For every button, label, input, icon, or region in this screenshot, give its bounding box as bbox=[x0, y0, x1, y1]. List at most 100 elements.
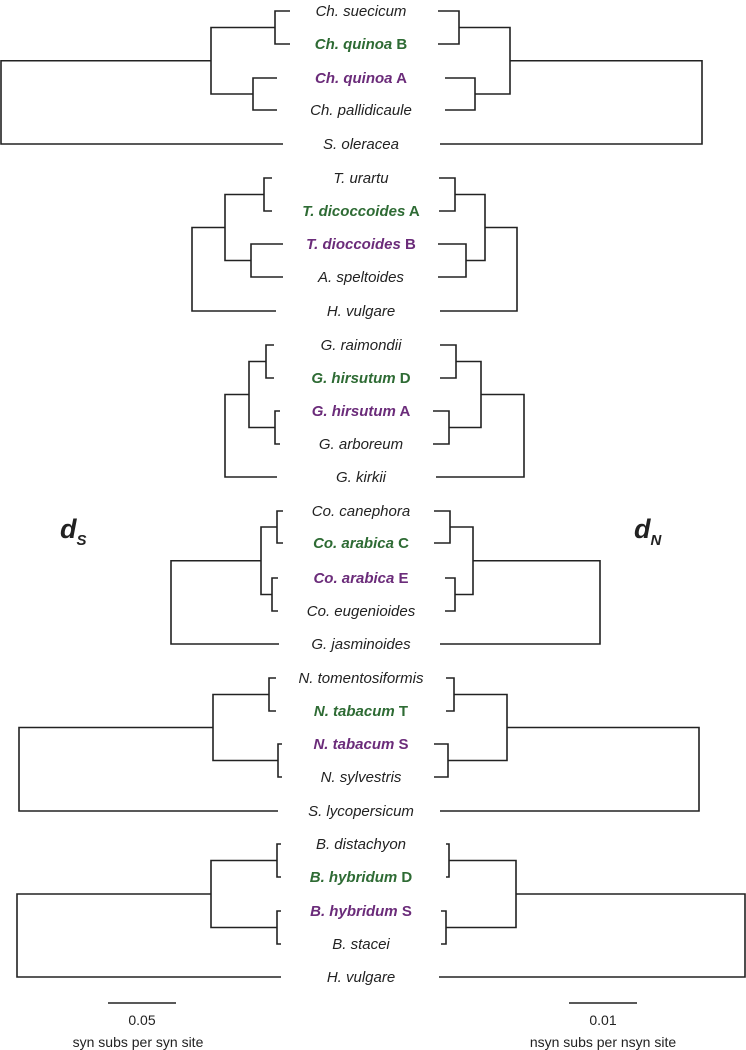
taxon-name: Ch. suecicum bbox=[316, 3, 407, 20]
dn-clade2-branch bbox=[438, 243, 467, 278]
taxon-name: S. oleracea bbox=[323, 136, 399, 153]
taxon-label: S. lycopersicum bbox=[308, 803, 414, 820]
taxon-name: G. hirsutum bbox=[312, 403, 396, 420]
taxon-name: Ch. pallidicaule bbox=[310, 102, 412, 119]
subgenome-suffix: T bbox=[395, 703, 408, 720]
ds-inner-branch bbox=[260, 526, 277, 596]
taxon-name: N. tabacum bbox=[313, 736, 394, 753]
dn-clade2-branch bbox=[441, 910, 447, 945]
ds-clade2-branch bbox=[271, 577, 278, 612]
ds-root-branch bbox=[18, 726, 278, 812]
taxon-name: Co. arabica bbox=[313, 570, 394, 587]
dn-root-branch bbox=[440, 726, 700, 812]
dn-label: dN bbox=[634, 514, 663, 549]
taxon-label: G. raimondii bbox=[321, 337, 403, 354]
taxon-name: Ch. quinoa bbox=[315, 36, 393, 53]
subgenome-suffix: A bbox=[405, 203, 420, 220]
taxon-name: S. lycopersicum bbox=[308, 803, 414, 820]
scale-unit-left: syn subs per syn site bbox=[73, 1034, 204, 1050]
subgenome-suffix: E bbox=[394, 570, 408, 587]
taxon-label: T. dioccoides B bbox=[306, 236, 416, 253]
taxon-label: Ch. quinoa B bbox=[315, 36, 408, 53]
taxon-name: G. hirsutum bbox=[311, 370, 395, 387]
dn-main: d bbox=[634, 514, 651, 544]
ds-clade2-branch bbox=[252, 77, 277, 111]
taxon-label: Ch. pallidicaule bbox=[310, 102, 412, 119]
taxon-name: G. arboreum bbox=[319, 436, 403, 453]
dn-inner-branch bbox=[446, 859, 517, 929]
taxon-label: B. stacei bbox=[332, 936, 390, 953]
ds-clade1-branch bbox=[265, 344, 274, 379]
taxon-label: Co. arabica C bbox=[313, 535, 409, 552]
scale-value-right: 0.01 bbox=[589, 1012, 616, 1028]
taxon-label: S. oleracea bbox=[323, 136, 399, 153]
dn-clade1-branch bbox=[446, 843, 450, 878]
taxon-label: N. sylvestris bbox=[321, 769, 402, 786]
ds-clade1-branch bbox=[276, 843, 281, 878]
ds-inner-branch bbox=[210, 859, 277, 929]
subgenome-suffix: S bbox=[394, 736, 408, 753]
dn-inner-branch bbox=[450, 526, 474, 596]
taxon-name: Co. eugenioides bbox=[307, 603, 416, 620]
taxon-name: N. tabacum bbox=[314, 703, 395, 720]
ds-root-branch bbox=[191, 226, 276, 312]
taxon-label: Co. eugenioides bbox=[307, 603, 416, 620]
taxon-name: A. speltoides bbox=[317, 269, 404, 286]
ds-clade2-branch bbox=[277, 743, 282, 778]
dn-clade1-branch bbox=[446, 677, 455, 712]
dn-root-branch bbox=[439, 893, 746, 978]
dn-inner-branch bbox=[449, 360, 482, 429]
dn-root-branch bbox=[440, 59, 703, 145]
subgenome-suffix: C bbox=[394, 535, 409, 552]
subgenome-suffix: D bbox=[397, 869, 412, 886]
taxon-name: B. hybridum bbox=[310, 869, 398, 886]
ds-clade1-branch bbox=[276, 510, 283, 544]
ds-root-branch bbox=[0, 59, 283, 145]
taxon-name: N. sylvestris bbox=[321, 769, 402, 786]
taxon-name: B. hybridum bbox=[310, 903, 398, 920]
subgenome-suffix: A bbox=[393, 70, 408, 87]
dn-sub: N bbox=[651, 532, 663, 549]
subgenome-suffix: B bbox=[401, 236, 416, 253]
taxon-label: N. tabacum T bbox=[314, 703, 408, 720]
taxon-name: H. vulgare bbox=[327, 969, 395, 986]
taxon-name: Co. arabica bbox=[313, 535, 394, 552]
taxon-name: T. dioccoides bbox=[306, 236, 401, 253]
taxon-label: G. jasminoides bbox=[311, 636, 411, 653]
dn-clade1-branch bbox=[438, 10, 460, 45]
taxon-label: Ch. quinoa A bbox=[315, 70, 407, 87]
dn-root-branch bbox=[436, 393, 525, 478]
taxon-name: H. vulgare bbox=[327, 303, 395, 320]
taxon-label: H. vulgare bbox=[327, 303, 395, 320]
dn-clade1-branch bbox=[434, 510, 451, 544]
taxon-label: Co. arabica E bbox=[313, 570, 408, 587]
ds-root-branch bbox=[224, 393, 277, 478]
ds-clade2-branch bbox=[274, 410, 280, 445]
ds-clade2-branch bbox=[276, 910, 281, 945]
subgenome-suffix: S bbox=[398, 903, 412, 920]
ds-root-branch bbox=[16, 893, 281, 978]
taxon-label: N. tomentosiformis bbox=[298, 670, 424, 687]
dn-clade2-branch bbox=[433, 410, 450, 445]
dn-inner-branch bbox=[448, 693, 508, 762]
ds-main: d bbox=[60, 514, 77, 544]
taxon-name: T. urartu bbox=[333, 170, 389, 187]
subgenome-suffix: A bbox=[396, 403, 411, 420]
ds-clade2-branch bbox=[250, 243, 283, 278]
taxon-label: B. hybridum S bbox=[310, 903, 412, 920]
taxon-label: G. hirsutum A bbox=[312, 403, 411, 420]
dn-clade2-branch bbox=[434, 743, 449, 778]
taxon-name: N. tomentosiformis bbox=[298, 670, 424, 687]
ds-sub: S bbox=[77, 532, 87, 549]
taxon-label: G. arboreum bbox=[319, 436, 403, 453]
taxon-label: Ch. suecicum bbox=[316, 3, 407, 20]
dn-clade1-branch bbox=[440, 344, 457, 379]
dn-inner-branch bbox=[459, 26, 511, 95]
dn-clade1-branch bbox=[439, 177, 456, 212]
